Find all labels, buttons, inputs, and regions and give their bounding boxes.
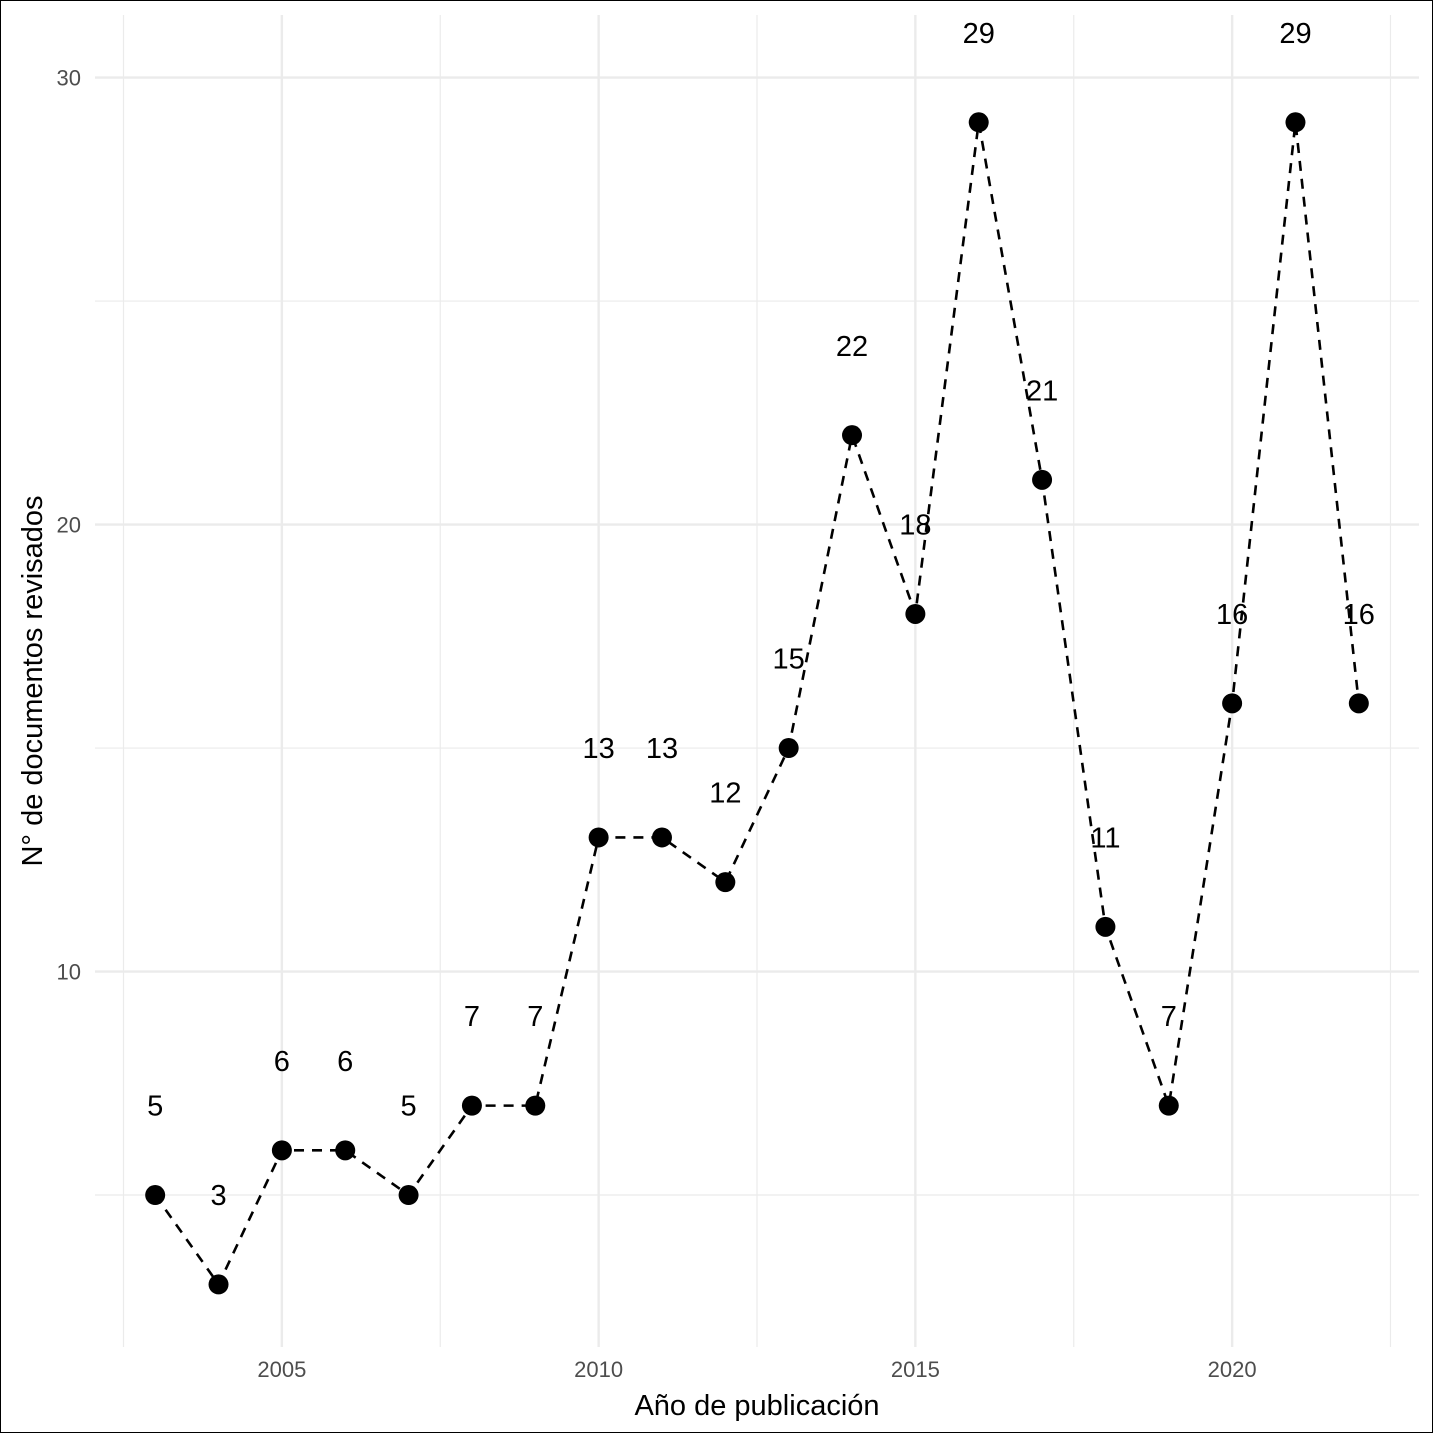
y-tick-label: 20 xyxy=(57,513,81,538)
y-axis-tick-labels: 10 20 30 xyxy=(57,66,81,985)
data-point xyxy=(651,827,672,848)
data-label: 5 xyxy=(147,1091,163,1123)
data-labels: 5 3 6 6 5 7 7 13 13 12 15 22 18 29 21 11 7 16 29 16 xyxy=(147,18,1375,1212)
data-point xyxy=(778,738,799,759)
data-point xyxy=(461,1095,482,1116)
x-axis-tick-labels: 2005 2010 2015 2020 xyxy=(257,1357,1256,1382)
data-label: 12 xyxy=(709,778,741,810)
data-label: 5 xyxy=(401,1091,417,1123)
data-point xyxy=(145,1185,166,1206)
data-point xyxy=(715,872,736,893)
data-label: 16 xyxy=(1343,599,1375,631)
data-label: 3 xyxy=(210,1180,226,1212)
data-point xyxy=(968,112,989,133)
data-label: 18 xyxy=(899,510,931,542)
data-label: 22 xyxy=(836,331,868,363)
data-point xyxy=(1032,469,1053,490)
data-label: 15 xyxy=(773,644,805,676)
data-point xyxy=(1285,112,1306,133)
y-axis-title: N° de documentos revisados xyxy=(17,495,49,866)
x-tick-label: 2010 xyxy=(574,1357,623,1382)
data-label: 6 xyxy=(337,1046,353,1078)
y-tick-label: 10 xyxy=(57,960,81,985)
data-point xyxy=(1222,693,1243,714)
minor-gridlines xyxy=(95,15,1419,1347)
series-line xyxy=(154,122,1361,1287)
data-point xyxy=(1158,1095,1179,1116)
data-series xyxy=(145,112,1369,1295)
data-point xyxy=(271,1140,292,1161)
data-label: 13 xyxy=(646,733,678,765)
data-point xyxy=(335,1140,356,1161)
y-tick-label: 30 xyxy=(57,66,81,91)
data-label: 7 xyxy=(1161,1001,1177,1033)
data-label: 16 xyxy=(1216,599,1248,631)
x-tick-label: 2015 xyxy=(891,1357,940,1382)
x-tick-label: 2005 xyxy=(257,1357,306,1382)
data-point xyxy=(842,425,863,446)
data-label: 11 xyxy=(1090,822,1120,854)
data-point xyxy=(905,603,926,624)
data-point xyxy=(588,827,609,848)
data-label: 13 xyxy=(582,733,614,765)
data-point xyxy=(1348,693,1369,714)
data-label: 29 xyxy=(963,18,995,50)
x-tick-label: 2020 xyxy=(1208,1357,1257,1382)
data-point xyxy=(208,1274,229,1295)
data-label: 21 xyxy=(1026,375,1058,407)
data-point xyxy=(525,1095,546,1116)
data-label: 7 xyxy=(527,1001,543,1033)
data-label: 6 xyxy=(274,1046,290,1078)
x-axis-title: Año de publicación xyxy=(634,1390,879,1422)
data-point xyxy=(398,1185,419,1206)
data-label: 7 xyxy=(464,1001,480,1033)
data-label: 29 xyxy=(1279,18,1311,50)
data-point xyxy=(1095,916,1116,937)
major-gridlines xyxy=(95,15,1419,1347)
